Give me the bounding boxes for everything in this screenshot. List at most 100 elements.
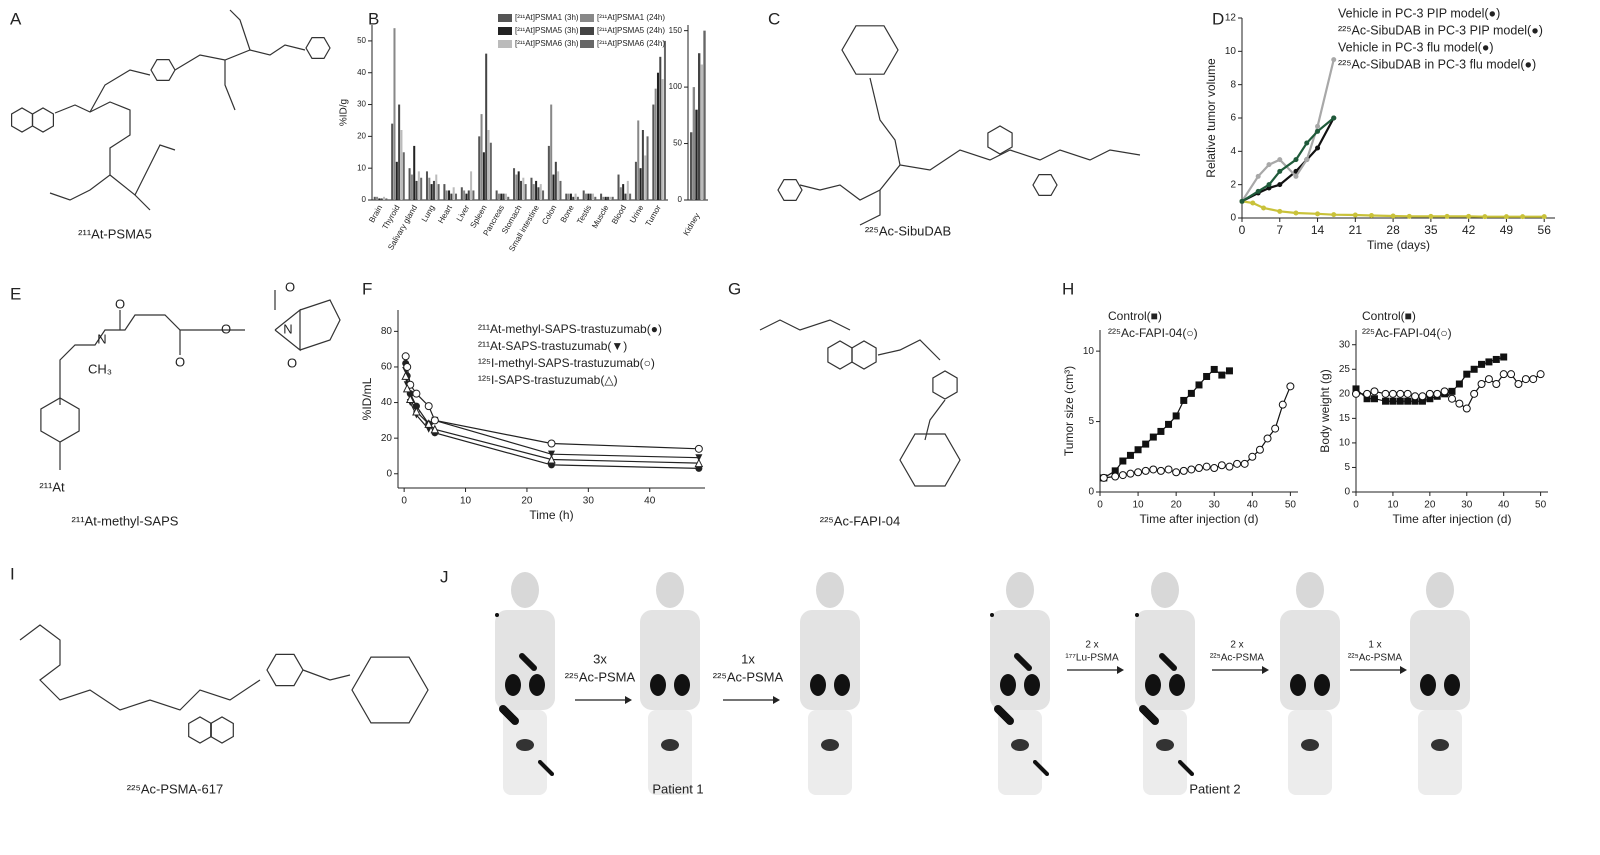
pet-scan [495,572,555,795]
bar [582,190,585,200]
point [1370,387,1379,396]
point [1500,353,1508,361]
legend-label: [²¹¹At]PSMA5 (24h) [597,26,665,35]
bar [652,104,655,200]
bond [134,194,151,211]
arrow-head [1117,666,1124,674]
y-axis-label: %ID/mL [360,377,374,420]
bar [402,152,405,200]
torso [1410,610,1470,710]
x-tick-label: 35 [1424,223,1438,237]
bar [465,193,468,200]
bar [692,87,696,200]
point [1179,466,1188,475]
point [1425,389,1434,398]
legend-swatch [498,27,512,35]
point [1164,465,1173,474]
legend-label: [²¹¹At]PSMA5 (3h) [515,26,579,35]
point [424,419,434,428]
point [1521,375,1530,384]
bar [507,196,510,200]
lesion [990,613,994,617]
lesion [1033,760,1037,764]
legend-label: [²¹¹At]PSMA6 (24h) [597,39,665,48]
structure-caption: ²²⁵Ac-PSMA-617 [127,781,223,796]
point [1315,211,1321,217]
bond [109,144,176,196]
bar [482,152,485,200]
point [1363,395,1371,403]
bar [489,142,492,200]
bar [565,193,568,200]
bar [495,190,498,200]
atom-label: ²¹¹At [39,479,65,494]
point [1240,459,1249,468]
bar [619,187,622,200]
bond [759,319,851,331]
point [405,394,415,403]
point [1390,213,1396,219]
lesion [1014,653,1020,659]
point [1142,440,1150,448]
point [1255,173,1261,179]
point [1203,372,1211,380]
head [1151,572,1179,608]
pet-scan [990,572,1050,795]
kidney [834,674,850,696]
bar [408,168,411,200]
bar [391,123,394,200]
bar [463,190,466,200]
point [1180,396,1188,404]
torso [1280,610,1340,710]
x-tick-label: 56 [1538,223,1552,237]
point [1315,145,1321,151]
kidney [1444,674,1460,696]
point [1134,446,1142,454]
bar [654,88,657,200]
point [1293,173,1299,179]
panel-label: C [768,9,780,28]
lesion [538,760,542,764]
y-tick-label: 15 [1339,413,1351,424]
legend-label: Control(■) [1108,309,1162,323]
legend-label: Vehicle in PC-3 PIP model(●) [1338,6,1500,20]
point [1277,157,1283,163]
point [1255,445,1264,454]
point [1250,200,1256,206]
x-tick-label: 21 [1349,223,1363,237]
structure-caption: ²²⁵Ac-SibuDAB [865,223,951,238]
bar [443,184,446,200]
arrow-label: ²²⁵Ac-PSMA [565,669,636,684]
bond [89,69,151,113]
ring [31,107,55,133]
ring [899,433,961,487]
arrow-label: 1x [741,651,755,666]
bar [629,193,632,200]
head [511,572,539,608]
bar [661,79,664,200]
point [1293,210,1299,216]
point [694,444,703,453]
legs [648,710,692,795]
point [1388,389,1397,398]
bar [428,177,431,200]
kidney [1290,674,1306,696]
point [1455,380,1463,388]
point [1239,198,1245,204]
point [1195,381,1203,389]
point [1426,395,1434,403]
legend-label: ²¹¹At-SAPS-trastuzumab(▼) [478,339,627,353]
point [1418,397,1426,405]
bar [624,193,627,200]
y-tick-label: 5 [1344,462,1350,473]
bar [398,104,401,200]
head [656,572,684,608]
point [1404,397,1412,405]
y-tick-label: 40 [357,68,366,77]
bar [472,190,475,200]
point [1466,213,1472,219]
bar [450,193,453,200]
panel-label: J [440,567,449,586]
bar [542,190,545,200]
bar [467,190,470,200]
